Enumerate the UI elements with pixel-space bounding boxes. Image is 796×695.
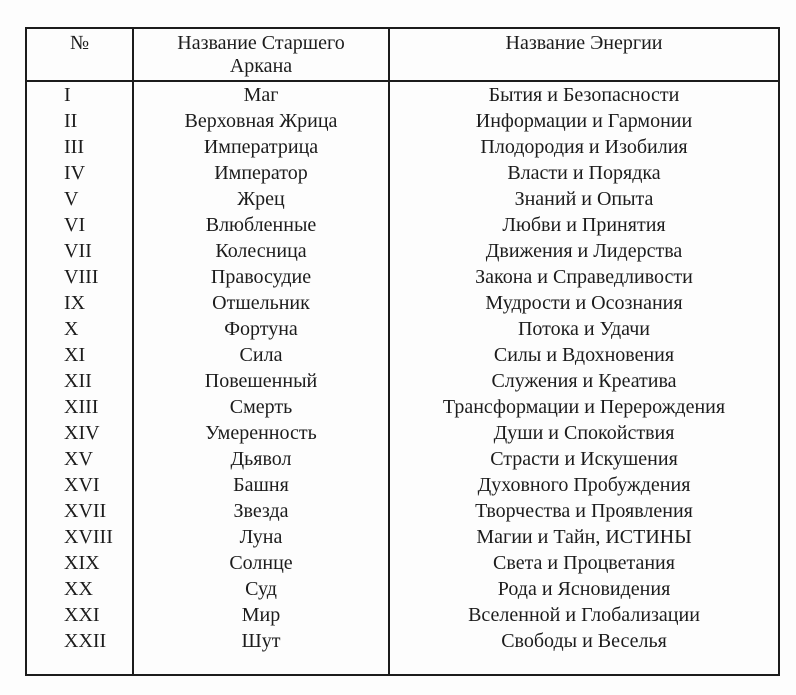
arcana-number: I xyxy=(25,81,134,108)
energy-name: Мудрости и Осознания xyxy=(388,290,780,316)
energy-name: Потока и Удачи xyxy=(388,316,780,342)
energy-name: Знаний и Опыта xyxy=(388,186,780,212)
arcana-number: XI xyxy=(25,342,134,368)
arcana-number: XVIII xyxy=(25,524,134,550)
arcana-name: Луна xyxy=(132,524,390,550)
arcana-name: Дьявол xyxy=(132,446,390,472)
arcana-number: XII xyxy=(25,368,134,394)
arcana-number: III xyxy=(25,134,134,160)
arcana-number: IV xyxy=(25,160,134,186)
arcana-number: II xyxy=(25,108,134,134)
table-row: VIII Правосудие Закона и Справедливости xyxy=(25,264,780,290)
arcana-name: Повешенный xyxy=(132,368,390,394)
table-row: I Маг Бытия и Безопасности xyxy=(25,81,780,108)
arcana-name: Суд xyxy=(132,576,390,602)
table-row: XIX Солнце Света и Процветания xyxy=(25,550,780,576)
table-row: IX Отшельник Мудрости и Осознания xyxy=(25,290,780,316)
table-row: XVI Башня Духовного Пробуждения xyxy=(25,472,780,498)
arcana-name: Маг xyxy=(132,81,390,108)
table-row: VI Влюбленные Любви и Принятия xyxy=(25,212,780,238)
energy-name: Любви и Принятия xyxy=(388,212,780,238)
spacer-row xyxy=(25,654,780,675)
arcana-name: Императрица xyxy=(132,134,390,160)
arcana-number: XVII xyxy=(25,498,134,524)
table-row: V Жрец Знаний и Опыта xyxy=(25,186,780,212)
table-row: XV Дьявол Страсти и Искушения xyxy=(25,446,780,472)
arcana-number: IX xyxy=(25,290,134,316)
arcana-energy-table: № Название Старшего Аркана Название Энер… xyxy=(25,27,780,676)
arcana-name: Звезда xyxy=(132,498,390,524)
table-row: III Императрица Плодородия и Изобилия xyxy=(25,134,780,160)
spacer-cell xyxy=(25,654,134,675)
arcana-number: VII xyxy=(25,238,134,264)
arcana-number: XIII xyxy=(25,394,134,420)
energy-name: Трансформации и Перерождения xyxy=(388,394,780,420)
arcana-name: Мир xyxy=(132,602,390,628)
arcana-number: XXII xyxy=(25,628,134,654)
arcana-name: Жрец xyxy=(132,186,390,212)
arcana-number: XXI xyxy=(25,602,134,628)
arcana-name: Колесница xyxy=(132,238,390,264)
energy-name: Движения и Лидерства xyxy=(388,238,780,264)
arcana-name: Император xyxy=(132,160,390,186)
arcana-number: VIII xyxy=(25,264,134,290)
arcana-name: Отшельник xyxy=(132,290,390,316)
arcana-name: Фортуна xyxy=(132,316,390,342)
arcana-name: Башня xyxy=(132,472,390,498)
energy-name: Души и Спокойствия xyxy=(388,420,780,446)
spacer-cell xyxy=(388,654,780,675)
arcana-number: X xyxy=(25,316,134,342)
energy-name: Вселенной и Глобализации xyxy=(388,602,780,628)
energy-name: Плодородия и Изобилия xyxy=(388,134,780,160)
energy-name: Служения и Креатива xyxy=(388,368,780,394)
table-row: XI Сила Силы и Вдохновения xyxy=(25,342,780,368)
arcana-number: V xyxy=(25,186,134,212)
column-header-energy-name: Название Энергии xyxy=(388,27,780,82)
energy-name: Рода и Ясновидения xyxy=(388,576,780,602)
table-row: XII Повешенный Служения и Креатива xyxy=(25,368,780,394)
arcana-name: Смерть xyxy=(132,394,390,420)
table-body: I Маг Бытия и Безопасности II Верховная Жриц… xyxy=(25,81,780,654)
table-row: XXI Мир Вселенной и Глобализации xyxy=(25,602,780,628)
column-header-arcana-name: Название Старшего Аркана xyxy=(132,27,390,82)
arcana-name: Влюбленные xyxy=(132,212,390,238)
arcana-number: VI xyxy=(25,212,134,238)
energy-name: Власти и Порядка xyxy=(388,160,780,186)
arcana-name: Умеренность xyxy=(132,420,390,446)
table-row: XIV Умеренность Души и Спокойствия xyxy=(25,420,780,446)
arcana-number: XVI xyxy=(25,472,134,498)
energy-name: Закона и Справедливости xyxy=(388,264,780,290)
energy-name: Света и Процветания xyxy=(388,550,780,576)
energy-name: Творчества и Проявления xyxy=(388,498,780,524)
energy-name: Бытия и Безопасности xyxy=(388,81,780,108)
energy-name: Свободы и Веселья xyxy=(388,628,780,654)
arcana-name: Верховная Жрица xyxy=(132,108,390,134)
table-row: XVII Звезда Творчества и Проявления xyxy=(25,498,780,524)
table-row: X Фортуна Потока и Удачи xyxy=(25,316,780,342)
energy-name: Информации и Гармонии xyxy=(388,108,780,134)
arcana-name: Солнце xyxy=(132,550,390,576)
column-header-number: № xyxy=(25,27,134,82)
arcana-name: Сила xyxy=(132,342,390,368)
table-row: IV Император Власти и Порядка xyxy=(25,160,780,186)
arcana-number: XIX xyxy=(25,550,134,576)
energy-name: Духовного Пробуждения xyxy=(388,472,780,498)
table-row: XIII Смерть Трансформации и Перерождения xyxy=(25,394,780,420)
table-row: XVIII Луна Магии и Тайн, ИСТИНЫ xyxy=(25,524,780,550)
arcana-name: Правосудие xyxy=(132,264,390,290)
energy-name: Магии и Тайн, ИСТИНЫ xyxy=(388,524,780,550)
arcana-number: XIV xyxy=(25,420,134,446)
table-row: II Верховная Жрица Информации и Гармонии xyxy=(25,108,780,134)
table-row: XXII Шут Свободы и Веселья xyxy=(25,628,780,654)
energy-name: Страсти и Искушения xyxy=(388,446,780,472)
arcana-name: Шут xyxy=(132,628,390,654)
arcana-number: XV xyxy=(25,446,134,472)
header-row: № Название Старшего Аркана Название Энер… xyxy=(25,27,780,82)
table-row: VII Колесница Движения и Лидерства xyxy=(25,238,780,264)
arcana-number: XX xyxy=(25,576,134,602)
table-row: XX Суд Рода и Ясновидения xyxy=(25,576,780,602)
energy-name: Силы и Вдохновения xyxy=(388,342,780,368)
spacer-cell xyxy=(132,654,390,675)
